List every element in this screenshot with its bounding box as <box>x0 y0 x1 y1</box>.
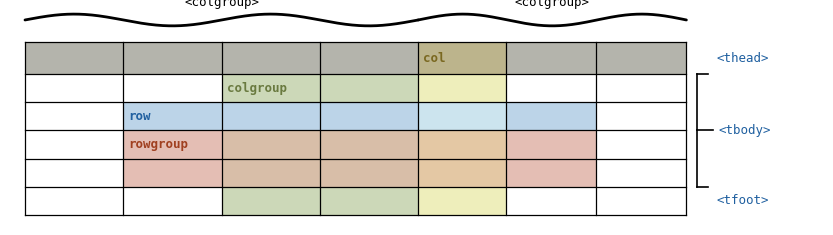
Bar <box>222 102 320 130</box>
Bar <box>320 42 418 74</box>
Bar <box>418 74 506 102</box>
Bar <box>25 159 123 187</box>
Bar <box>596 159 686 187</box>
Bar <box>222 187 320 215</box>
Bar <box>506 102 596 130</box>
Text: <tfoot>: <tfoot> <box>716 194 769 208</box>
Bar <box>123 159 222 187</box>
Bar <box>25 74 123 102</box>
Bar <box>25 187 123 215</box>
Bar <box>506 187 596 215</box>
Text: col: col <box>423 52 446 65</box>
Bar <box>596 42 686 74</box>
Text: <colgroup>: <colgroup> <box>184 0 259 9</box>
Bar <box>222 74 320 102</box>
Bar <box>506 74 596 102</box>
Bar <box>506 42 596 74</box>
Bar <box>418 42 506 74</box>
Bar <box>25 42 123 74</box>
Bar <box>320 159 418 187</box>
Bar <box>123 187 222 215</box>
Bar <box>222 42 320 74</box>
Text: <colgroup>: <colgroup> <box>515 0 590 9</box>
Bar <box>596 187 686 215</box>
Bar <box>418 159 506 187</box>
Bar <box>320 102 418 130</box>
Bar <box>596 130 686 159</box>
Bar <box>25 130 123 159</box>
Text: colgroup: colgroup <box>227 82 287 95</box>
Bar <box>320 130 418 159</box>
Bar <box>123 102 222 130</box>
Bar <box>418 130 506 159</box>
Bar <box>222 159 320 187</box>
Bar <box>222 130 320 159</box>
Text: row: row <box>128 110 151 123</box>
Bar <box>596 74 686 102</box>
Bar <box>596 102 686 130</box>
Bar <box>123 42 222 74</box>
Bar <box>418 187 506 215</box>
Bar <box>320 187 418 215</box>
Bar <box>506 159 596 187</box>
Bar <box>506 130 596 159</box>
Bar <box>418 102 506 130</box>
Bar <box>25 102 123 130</box>
Text: <tbody>: <tbody> <box>719 124 771 137</box>
Bar <box>123 74 222 102</box>
Bar <box>123 130 222 159</box>
Text: <thead>: <thead> <box>716 52 769 65</box>
Bar <box>320 74 418 102</box>
Text: rowgroup: rowgroup <box>128 138 188 151</box>
